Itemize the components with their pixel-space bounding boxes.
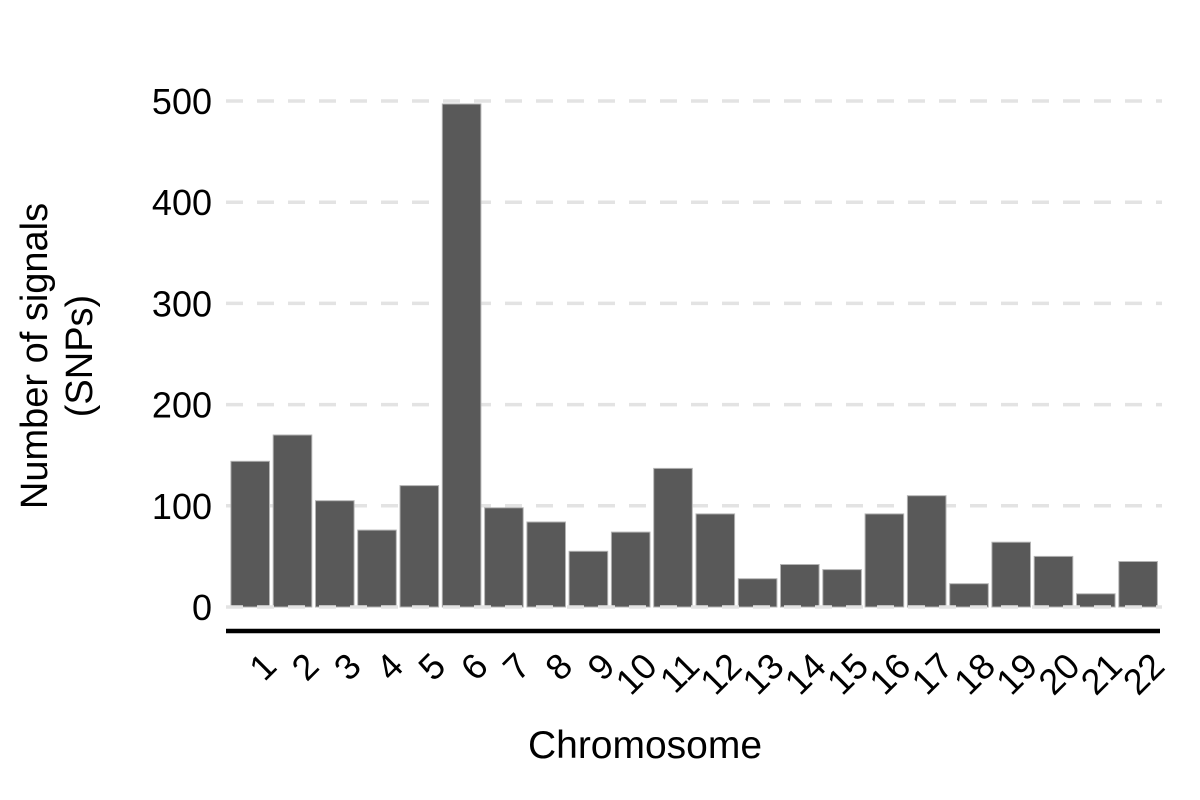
x-tick-label-1: 1 [241,645,284,688]
x-tick-label-8: 8 [537,645,580,688]
bar-chr11 [653,467,693,608]
bar-chr22 [1118,561,1158,608]
bar-chr16 [864,513,905,608]
y-axis-title: Number of signals (SNPs) [13,203,103,509]
bar-chr8 [526,521,567,608]
y-tick-label-400: 400 [152,182,212,223]
bar-chr2 [272,434,313,608]
bar-chr10 [610,531,651,608]
x-tick-label-22: 22 [1115,645,1172,702]
y-tick-label-200: 200 [152,385,212,426]
y-tick-label-300: 300 [152,283,212,324]
y-axis-title-line1: Number of signals [14,202,57,510]
y-tick-label-500: 500 [152,81,212,122]
bar-chr9 [568,550,609,608]
bar-chr13 [737,578,778,608]
y-axis-title-line2: (SNPs) [59,294,101,418]
x-axis-title: Chromosome [527,724,763,767]
x-tick-label-4: 4 [368,645,411,688]
x-tick-label-3: 3 [326,645,369,688]
bar-chr6 [441,103,482,608]
bar-chr20 [1033,555,1074,608]
bar-chr5 [399,485,440,608]
bar-chr18 [949,583,989,608]
bar-chr15 [822,569,862,608]
x-tick-label-2: 2 [283,645,326,688]
x-tick-label-7: 7 [495,645,538,688]
bar-chr21 [1076,593,1116,608]
y-tick-label-100: 100 [152,486,212,527]
bar-chr19 [991,541,1032,608]
bar-chr17 [906,495,947,608]
bar-chr3 [315,500,355,608]
bar-chr4 [357,529,397,608]
bar-chr7 [484,507,524,608]
bar-chr1 [230,460,270,608]
bar-chr14 [780,564,820,608]
x-tick-label-5: 5 [410,645,453,688]
y-tick-label-0: 0 [192,587,212,628]
bar-chr12 [695,513,736,608]
x-tick-label-6: 6 [452,645,495,688]
